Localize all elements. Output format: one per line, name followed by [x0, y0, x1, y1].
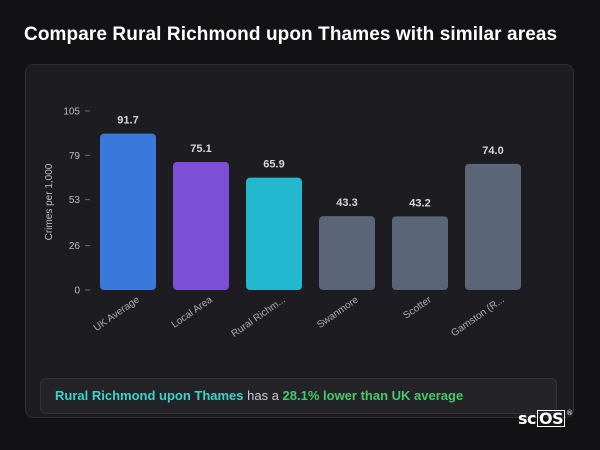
scos-logo: sc OS ®: [518, 409, 573, 428]
x-tick-label: UK Average: [92, 294, 142, 334]
y-tick-label: 0: [74, 286, 80, 297]
summary-difference: 28.1% lower than UK average: [282, 388, 464, 403]
bars: 91.7 75.1 65.9 43.3 43.2 74.0: [100, 115, 521, 290]
bar-value-label: 75.1: [190, 143, 211, 155]
bar: [100, 133, 156, 290]
x-tick-label: Local Area: [170, 294, 215, 330]
y-tick-label: 26: [69, 241, 81, 252]
x-tick-label: Gamston (R...: [449, 294, 506, 339]
bar: [246, 177, 302, 290]
y-axis-ticks: 0 26 53 79 105: [63, 107, 90, 297]
x-tick-label: Rural Richm...: [230, 294, 288, 339]
y-tick-label: 79: [69, 151, 81, 162]
page-title: Compare Rural Richmond upon Thames with …: [24, 24, 558, 45]
x-tick-label: Swanmore: [315, 294, 361, 331]
summary-banner: Rural Richmond upon Thames has a 28.1% l…: [40, 378, 557, 414]
bar: [319, 216, 375, 290]
x-tick-label: Scotter: [401, 294, 434, 322]
bar-value-label: 43.3: [336, 197, 357, 209]
bar-value-label: 43.2: [409, 197, 430, 209]
bar: [392, 216, 448, 290]
y-tick-label: 105: [63, 107, 80, 118]
bar-value-label: 65.9: [263, 159, 284, 171]
y-axis-label: Crimes per 1,000: [44, 163, 55, 240]
bar: [173, 161, 229, 290]
summary-text: has a: [243, 388, 283, 403]
x-axis-labels: UK Average Local Area Rural Richm... Swanmo…: [92, 294, 507, 340]
bar: [465, 163, 521, 290]
bar-value-label: 74.0: [482, 145, 503, 157]
y-tick-label: 53: [69, 195, 81, 206]
summary-place: Rural Richmond upon Thames: [55, 388, 244, 403]
bar-value-label: 91.7: [117, 115, 138, 127]
